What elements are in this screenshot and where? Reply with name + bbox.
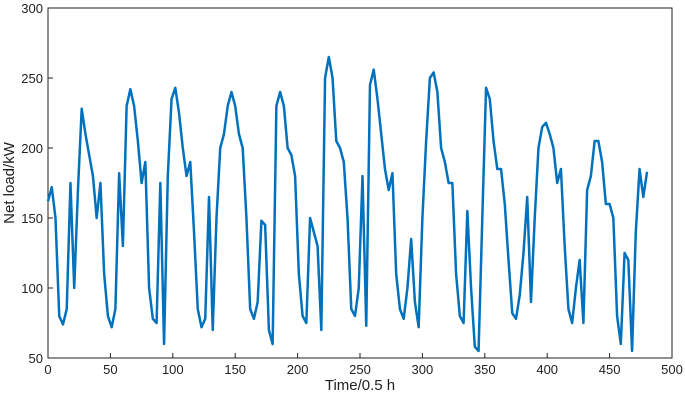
data-line [46, 55, 649, 353]
x-tick-label: 250 [349, 362, 371, 377]
x-tick-label: 200 [287, 362, 309, 377]
x-tick-label: 400 [536, 362, 558, 377]
y-tick-label: 300 [21, 1, 43, 16]
x-tick-label: 300 [412, 362, 434, 377]
y-tick-label: 150 [21, 211, 43, 226]
x-tick-label: 500 [661, 362, 683, 377]
x-axis-label: Time/0.5 h [325, 377, 395, 394]
y-axis-label: Net load/kW [1, 141, 18, 224]
x-tick-label: 150 [224, 362, 246, 377]
x-tick-label: 100 [162, 362, 184, 377]
y-tick-label: 50 [29, 351, 43, 366]
y-tick-label: 100 [21, 281, 43, 296]
x-tick-label: 450 [599, 362, 621, 377]
y-tick-label: 250 [21, 71, 43, 86]
x-tick-label: 350 [474, 362, 496, 377]
y-tick-label: 200 [21, 141, 43, 156]
x-tick-label: 0 [44, 362, 51, 377]
x-tick-label: 50 [103, 362, 117, 377]
